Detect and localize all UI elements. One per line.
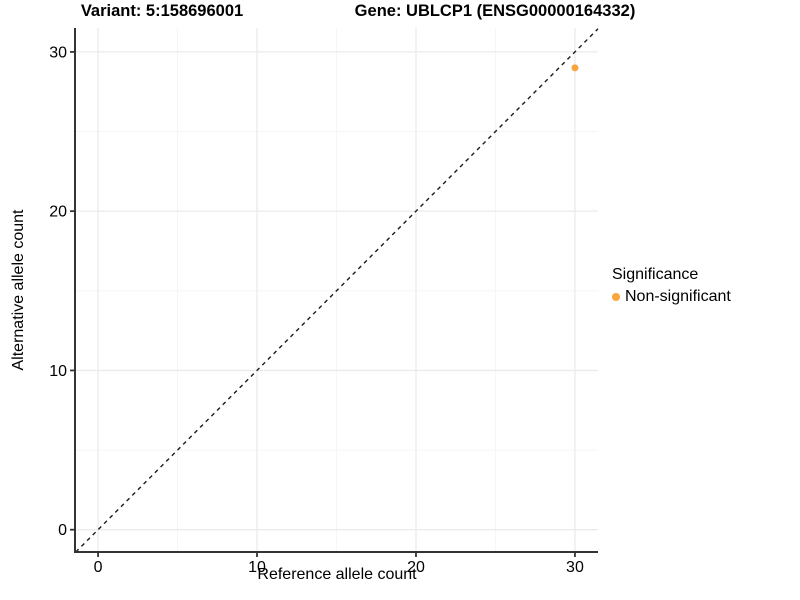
- y-tick-label: 0: [58, 522, 67, 539]
- legend-entry: Non-significant: [612, 288, 731, 306]
- data-point: [571, 64, 579, 72]
- identity-dashed-line: [75, 28, 599, 553]
- y-tick-label: 20: [49, 204, 67, 221]
- axis-lines: [74, 28, 598, 553]
- y-tick-label: 10: [49, 363, 67, 380]
- x-tick-label: 20: [407, 559, 425, 576]
- x-tick-label: 30: [566, 559, 584, 576]
- major-gridlines: [75, 28, 598, 552]
- variant-title: Variant: 5:158696001: [80, 2, 244, 20]
- minor-gridlines: [75, 28, 598, 552]
- x-tick-label: 10: [248, 559, 266, 576]
- x-tick-label: 0: [94, 559, 103, 576]
- tick-labels: 0 10 20 30 0 10 20 30: [49, 44, 584, 576]
- y-tick-label: 30: [49, 44, 67, 61]
- x-axis-title: Reference allele count: [257, 566, 417, 583]
- identity-line: [75, 28, 599, 553]
- gene-title: Gene: UBLCP1 (ENSG00000164332): [354, 2, 636, 20]
- legend-title: Significance: [612, 266, 699, 283]
- y-axis-title: Alternative allele count: [10, 209, 27, 371]
- data-points: [571, 64, 579, 72]
- tick-marks: [70, 50, 576, 557]
- legend-entry-label: Non-significant: [625, 288, 731, 305]
- legend: Significance Non-significant: [612, 266, 731, 306]
- legend-point-icon: [612, 293, 620, 301]
